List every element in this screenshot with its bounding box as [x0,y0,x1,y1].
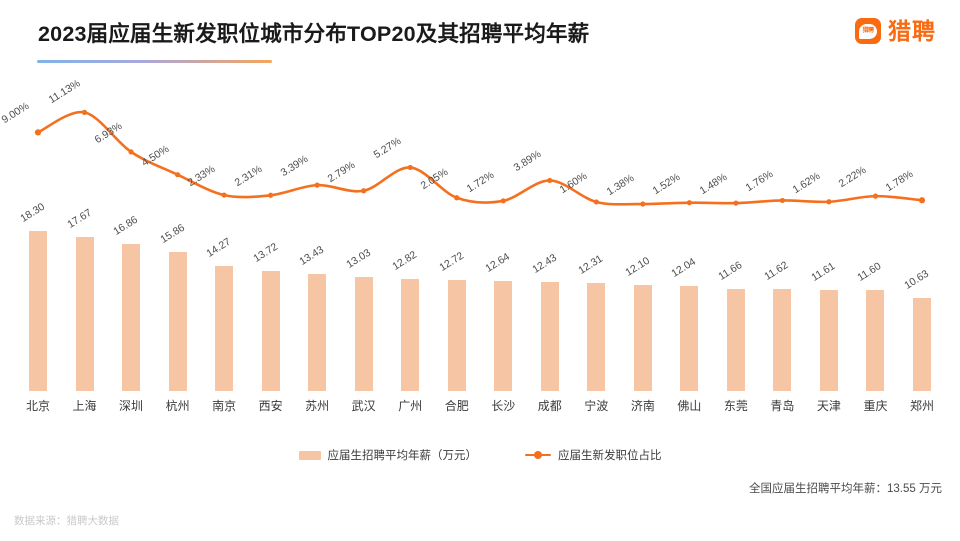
bar-series-layer: 18.30 17.67 16.86 15.86 14.27 13.72 13.43 13.03… [0,72,960,422]
bar-rect [308,273,327,391]
bar-value-label: 15.86 [157,222,187,247]
legend-item-bar[interactable]: 应届生招聘平均年薪（万元） [298,447,478,463]
data-source-note: 数据来源：猎聘大数据 [14,515,119,527]
category-label: 杭州 [165,399,190,413]
bar-rect [633,285,652,391]
category-label: 济南 [630,399,655,413]
bar-rect [447,279,466,391]
bar-value-label: 10.63 [902,267,931,292]
chart-legend: 应届生招聘平均年薪（万元） 应届生新发职位占比 [0,447,960,463]
bar-rect [215,266,234,391]
bar-rect [168,252,187,391]
bar-swatch-icon [298,450,321,460]
title-underline-rule [37,60,272,63]
chart-plot-area: 18.30 17.67 16.86 15.86 14.27 13.72 13.43 13.03… [0,72,960,422]
chart-header: 2023届应届生新发职位城市分布TOP20及其招聘平均年薪 猎聘 猎聘 [0,0,960,72]
bar-rect [354,277,373,391]
bar-value-label: 12.43 [530,252,559,277]
category-label: 佛山 [677,399,702,413]
category-label: 天津 [816,399,841,413]
bar-value-label: 12.31 [576,253,606,278]
bar-rect [913,298,931,391]
bar-rect [494,280,513,391]
bar-value-label: 12.04 [669,255,699,280]
category-label: 重庆 [863,399,888,413]
bar-rect [587,283,606,391]
speech-bubble-icon: 猎聘 [859,23,877,39]
category-label: 东莞 [723,399,748,413]
category-label: 深圳 [119,399,144,413]
category-label: 成都 [537,399,562,413]
bar-value-label: 13.72 [250,240,280,265]
category-label: 北京 [25,399,50,413]
bar-value-label: 14.27 [204,236,234,261]
category-label: 武汉 [351,399,376,413]
bar-value-label: 12.64 [483,250,513,275]
bar-rect [866,289,885,391]
category-label: 长沙 [491,399,516,413]
brand-logo: 猎聘 猎聘 [855,18,936,44]
legend-item-line-label: 应届生新发职位占比 [558,450,662,462]
bar-rect [726,289,745,391]
category-label: 苏州 [305,399,330,413]
bar-rect [540,282,559,391]
legend-item-line[interactable]: 应届生新发职位占比 [525,447,662,463]
category-label: 合肥 [444,399,469,413]
category-label: 郑州 [909,399,934,413]
bar-rect [261,271,280,391]
category-label: 广州 [398,399,423,413]
bar-rect [29,231,47,391]
bar-rect [680,285,699,391]
bar-rect [773,289,792,391]
bar-value-label: 11.62 [762,259,791,284]
bar-rect [75,236,94,391]
bar-value-label: 12.72 [437,249,466,274]
bar-value-label: 12.82 [390,248,420,273]
bar-rect [401,278,420,391]
national-average-note: 全国应届生招聘平均年薪：13.55 万元 [749,483,942,495]
category-label: 青岛 [770,399,795,413]
bar-value-label: 11.66 [716,259,745,283]
category-label: 宁波 [584,399,609,413]
page-title: 2023届应届生新发职位城市分布TOP20及其招聘平均年薪 [38,22,590,46]
bar-value-label: 13.03 [343,246,373,271]
line-swatch-icon [525,450,551,460]
category-label: 西安 [258,399,283,413]
brand-name: 猎聘 [888,17,936,44]
bar-value-label: 11.60 [855,259,884,284]
category-label: 南京 [212,399,237,413]
bar-value-label: 18.30 [18,200,47,225]
bar-rect [122,243,141,391]
bar-value-label: 11.61 [809,259,838,284]
bar-rect [819,289,838,391]
bar-value-label: 13.43 [297,243,327,268]
legend-item-bar-label: 应届生招聘平均年薪（万元） [327,450,478,462]
liepin-logo-icon: 猎聘 [855,18,881,44]
bar-value-label: 12.10 [623,254,652,280]
category-label: 上海 [72,399,97,413]
bar-value-label: 16.86 [111,213,140,238]
bar-value-label: 17.67 [64,206,94,231]
